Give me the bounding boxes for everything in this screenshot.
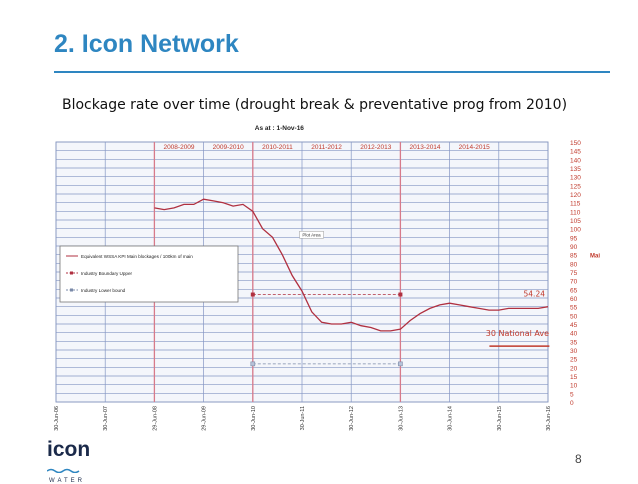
x-tick-label: 29-Jun-09 <box>202 406 208 431</box>
logo-wordmark: icon <box>47 438 91 461</box>
logo-tagline: WATER <box>49 478 85 484</box>
series-lines <box>154 198 549 367</box>
period-label: 2010-2011 <box>262 144 293 151</box>
x-tick-labels: 30-Jun-06 30-Jun-07 29-Jun-08 29-Jun-09 30-J… <box>54 406 552 431</box>
y-tick-label: 140 <box>570 157 581 164</box>
plot-area-tag <box>299 231 324 239</box>
y-tick-label: 90 <box>570 244 578 251</box>
x-tick-label: 30-Jun-15 <box>497 406 503 431</box>
y-tick-label: 30 <box>570 348 578 355</box>
chart-legend: Equivalent WSSA KPI Main blockages / 100… <box>59 245 239 303</box>
series-line-main-blockages <box>154 198 549 332</box>
x-tick-label: 30-Jun-13 <box>398 406 404 431</box>
period-label: 2014-2015 <box>459 144 490 151</box>
legend-label: Industry Lower bound <box>81 288 126 293</box>
period-label: 2012-2013 <box>360 144 391 151</box>
y-tick-label: 55 <box>570 305 578 312</box>
y-tick-label: 95 <box>570 235 578 242</box>
period-label: 2008-2009 <box>163 144 194 151</box>
y-tick-label: 0 <box>570 400 574 407</box>
industry-lower-point <box>250 361 256 367</box>
logo-wave-icon <box>46 468 80 474</box>
y-tick-label: 10 <box>570 383 578 390</box>
x-tick-label: 30-Jun-16 <box>546 406 552 431</box>
y-tick-label: 25 <box>570 357 578 364</box>
icon-water-logo: icon WATER <box>46 438 91 484</box>
y-tick-label: 70 <box>570 279 578 286</box>
y-tick-label: 80 <box>570 261 578 268</box>
y-tick-label: 75 <box>570 270 578 277</box>
y-tick-label: 145 <box>570 149 581 156</box>
y-tick-label: 40 <box>570 331 578 338</box>
period-label: 2009-2010 <box>213 144 244 151</box>
y-tick-label: 150 <box>570 140 581 147</box>
y-tick-label: 50 <box>570 313 578 320</box>
y-tick-label: 135 <box>570 166 581 173</box>
y-tick-label: 85 <box>570 253 578 260</box>
y-axis-label: Mains <box>590 254 600 260</box>
plot-area-label: Plot Area <box>302 232 321 237</box>
x-tick-label: 30-Jun-12 <box>349 406 355 431</box>
slide-title: 2. Icon Network <box>54 30 239 58</box>
location-label: 30 National Ave <box>486 329 549 338</box>
industry-upper-point <box>398 292 403 297</box>
chart-annotations: 54.24 30 National Ave <box>486 290 550 347</box>
period-label: 2011-2012 <box>311 144 342 151</box>
legend-box <box>59 245 239 303</box>
legend-marker <box>70 271 73 275</box>
period-label: 2013-2014 <box>409 144 440 151</box>
slide-subtitle: Blockage rate over time (drought break &… <box>62 97 568 113</box>
y-tick-label: 45 <box>570 322 578 329</box>
industry-lower-point <box>398 361 403 367</box>
x-tick-label: 30-Jun-11 <box>300 406 306 430</box>
y-tick-label: 120 <box>570 192 581 199</box>
y-tick-label: 125 <box>570 183 581 190</box>
y-tick-label: 100 <box>570 227 581 234</box>
x-tick-label: 30-Jun-14 <box>448 406 454 431</box>
current-value-label: 54.24 <box>524 290 546 299</box>
legend-label: Equivalent WSSA KPI Main blockages / 100… <box>81 254 193 259</box>
period-labels: As at : 1-Nov-16 2008-2009 2009-2010 2010-2… <box>163 125 490 239</box>
y-tick-labels: 0510152025303540455055606570758085909510… <box>570 140 600 407</box>
blockage-rate-chart: As at : 1-Nov-16 2008-2009 2009-2010 2010-2… <box>54 125 600 431</box>
y-tick-label: 115 <box>570 201 581 208</box>
legend-label: Industry Boundary Upper <box>81 271 133 276</box>
y-tick-label: 110 <box>570 209 581 216</box>
y-tick-label: 15 <box>570 374 578 381</box>
legend-marker <box>70 288 73 292</box>
x-tick-label: 30-Jun-10 <box>251 406 257 431</box>
y-tick-label: 65 <box>570 287 578 294</box>
x-tick-label: 29-Jun-08 <box>152 406 158 431</box>
x-tick-label: 30-Jun-06 <box>54 406 60 431</box>
y-tick-label: 130 <box>570 175 581 182</box>
y-tick-label: 35 <box>570 339 578 346</box>
y-tick-label: 5 <box>570 391 574 398</box>
y-tick-label: 60 <box>570 296 578 303</box>
industry-upper-point <box>250 292 255 297</box>
title-rule <box>54 71 610 73</box>
page-number: 8 <box>575 452 582 466</box>
y-tick-label: 105 <box>570 218 581 225</box>
x-tick-label: 30-Jun-07 <box>103 406 109 431</box>
chart-header: As at : 1-Nov-16 <box>255 125 305 132</box>
y-tick-label: 20 <box>570 365 578 372</box>
